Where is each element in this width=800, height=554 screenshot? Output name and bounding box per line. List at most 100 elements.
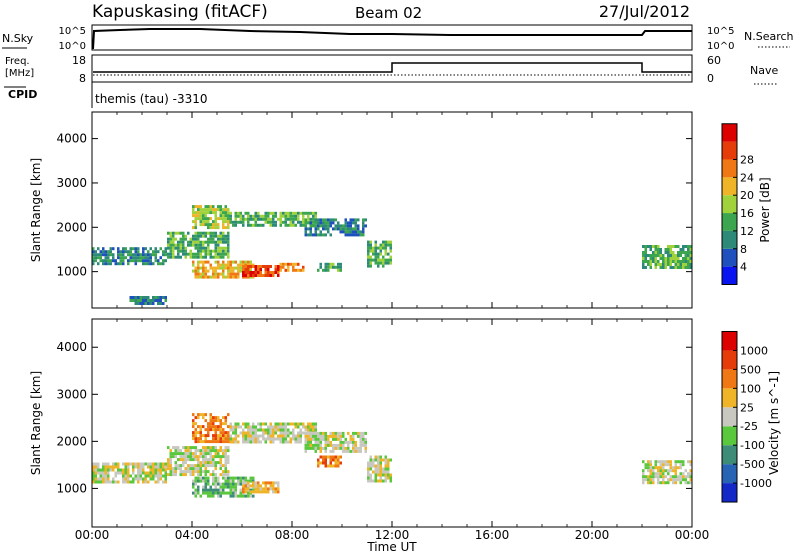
velocity-colorbar-segment <box>722 369 737 389</box>
power-region <box>242 265 280 277</box>
velocity-colorbar-tick: -1000 <box>740 477 772 490</box>
velocity-data <box>92 413 692 498</box>
velocity-colorbar-tick: 500 <box>740 363 761 376</box>
power-colorbar-tick: 28 <box>740 153 754 166</box>
velocity-colorbar-tick: 1000 <box>740 344 768 357</box>
power-colorbar-segment <box>722 266 737 285</box>
power-colorbar-segment <box>722 141 737 160</box>
power-region <box>304 218 367 237</box>
power-colorbar-tick: 8 <box>740 243 747 256</box>
nsky-label: N.Sky <box>2 32 34 45</box>
time-tick-label: 00:00 <box>675 528 710 542</box>
power-region <box>129 296 167 305</box>
velocity-region <box>192 413 230 444</box>
date-title: 27/Jul/2012 <box>599 2 690 21</box>
time-xlabel: Time UT <box>366 540 417 554</box>
velocity-colorbar-segment <box>722 407 737 427</box>
freq-tick-top: 18 <box>72 54 86 67</box>
power-region <box>92 247 167 266</box>
power-colorbar-segment <box>722 230 737 249</box>
velocity-region <box>304 431 367 453</box>
time-tick-label: 04:00 <box>175 528 210 542</box>
power-ylabel: Slant Range [km] <box>29 158 43 262</box>
velocity-y-axis: 1000 2000 3000 4000 <box>56 340 692 495</box>
nave-tick-top: 60 <box>707 54 721 67</box>
velocity-region <box>229 422 317 444</box>
velocity-region <box>642 460 692 485</box>
nsky-tick-bottom: 10^0 <box>59 41 86 52</box>
nsearch-tick-top: 10^5 <box>707 26 734 37</box>
time-tick-label: 00:00 <box>75 528 110 542</box>
freq-label-line1: Freq. <box>5 56 30 67</box>
velocity-ytick-label: 1000 <box>56 481 87 495</box>
velocity-colorbar-segment <box>722 331 737 351</box>
velocity-colorbar-tick: 25 <box>740 401 754 414</box>
beam-title: Beam 02 <box>355 4 422 22</box>
power-colorbar-segment <box>722 195 737 214</box>
power-region <box>192 205 230 230</box>
power-colorbar-segment <box>722 159 737 178</box>
velocity-colorbar-segment <box>722 483 737 503</box>
power-panel: 1000 2000 3000 4000 Slant Range [km] 4 8 12 16… <box>29 111 772 309</box>
velocity-region <box>242 481 280 494</box>
velocity-ytick-label: 3000 <box>56 387 87 401</box>
freq-tick-bottom: 8 <box>79 72 86 85</box>
velocity-colorbar-segment <box>722 350 737 370</box>
nsky-tick-top: 10^5 <box>59 26 86 37</box>
station-title: Kapuskasing (fitACF) <box>92 2 268 22</box>
velocity-colorbar-tick: -25 <box>740 420 758 433</box>
velocity-region <box>167 446 230 477</box>
time-tick-label: 12:00 <box>375 528 410 542</box>
power-region <box>367 240 392 268</box>
power-colorbar-tick: 4 <box>740 261 747 274</box>
power-y-axis: 1000 2000 3000 4000 <box>56 132 692 279</box>
power-colorbar-segment <box>722 123 737 142</box>
cpid-row: CPID themis (tau) -3310 <box>4 82 208 108</box>
time-tick-label: 08:00 <box>275 528 310 542</box>
velocity-colorbar-tick: -500 <box>740 458 765 471</box>
power-colorbar-tick: 12 <box>740 225 754 238</box>
cpid-label: CPID <box>8 88 37 101</box>
time-x-axis: 00:00 04:00 08:00 12:00 16:00 20:00 00:00 <box>75 112 710 542</box>
nsky-line <box>92 28 692 50</box>
power-colorbar-segment <box>722 248 737 267</box>
freq-panel: Freq. [MHz] 18 8 Nave 60 0 <box>5 54 778 85</box>
velocity-colorbar-tick: -100 <box>740 439 765 452</box>
power-ytick-label: 2000 <box>56 220 87 234</box>
power-colorbar-tick: 20 <box>740 189 754 202</box>
time-tick-label: 20:00 <box>575 528 610 542</box>
power-data <box>92 205 692 305</box>
nsky-panel: N.Sky 10^5 10^0 N.Search 10^5 10^0 <box>2 24 794 52</box>
nsearch-tick-bottom: 10^0 <box>707 41 734 52</box>
velocity-panel: 1000 2000 3000 4000 Slant Range [km] 1000 50… <box>29 318 781 528</box>
power-colorbar-tick: 16 <box>740 207 754 220</box>
nave-label: Nave <box>750 64 778 77</box>
freq-line <box>93 62 692 73</box>
velocity-colorbar-segment <box>722 388 737 408</box>
power-colorbar-segment <box>722 213 737 231</box>
velocity-cbar-label: Velocity [m s^-1] <box>767 371 781 475</box>
velocity-region <box>317 455 342 468</box>
power-colorbar-tick: 24 <box>740 171 754 184</box>
nave-tick-bottom: 0 <box>707 72 714 85</box>
velocity-colorbar-segment <box>722 464 737 484</box>
velocity-region <box>367 455 392 483</box>
power-region <box>167 231 230 259</box>
power-ytick-label: 1000 <box>56 265 87 279</box>
power-cbar-label: Power [dB] <box>758 177 772 242</box>
power-region <box>317 262 342 272</box>
cpid-text: themis (tau) -3310 <box>95 92 208 106</box>
power-colorbar-segment <box>722 177 737 196</box>
power-colorbar: 4 8 12 16 20 24 28 <box>721 123 754 285</box>
velocity-region <box>192 476 255 498</box>
freq-label-line2: [MHz] <box>5 68 34 79</box>
power-region <box>642 245 692 269</box>
velocity-ylabel: Slant Range [km] <box>29 371 43 475</box>
power-ytick-label: 3000 <box>56 176 87 190</box>
power-region <box>279 262 305 272</box>
velocity-colorbar-segment <box>722 445 737 465</box>
time-tick-label: 16:00 <box>475 528 510 542</box>
velocity-colorbar-tick: 100 <box>740 382 761 395</box>
velocity-colorbar-segment <box>722 426 737 446</box>
